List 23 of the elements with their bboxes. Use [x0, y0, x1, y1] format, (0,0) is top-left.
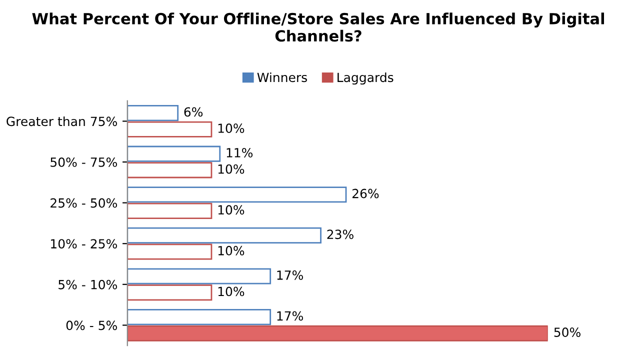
- data-label: 23%: [327, 230, 354, 240]
- y-tick-label: 25% - 50%: [50, 198, 117, 208]
- data-label: 50%: [554, 328, 580, 337]
- data-label: 10%: [218, 286, 244, 296]
- y-tick-label: Greater than 75%: [6, 116, 117, 126]
- y-tick-label: 0% - 5%: [66, 320, 117, 330]
- data-label: 10%: [218, 164, 244, 174]
- data-label: 26%: [352, 188, 379, 198]
- data-label: 10%: [218, 124, 244, 133]
- data-label: 10%: [218, 246, 244, 256]
- legend-label: Laggards: [338, 72, 394, 85]
- data-label: 6%: [184, 107, 203, 117]
- data-label: 11%: [226, 148, 253, 158]
- y-tick-label: 50% - 75%: [50, 157, 117, 167]
- data-label: 17%: [277, 311, 303, 321]
- legend-label: Winners: [257, 72, 307, 82]
- chart-title: What Percent Of Your Offline/Store Sales Are Influenced By Digital Channels?: [32, 12, 604, 42]
- bar: [127, 309, 272, 326]
- y-tick-label: 10% - 25%: [51, 239, 117, 249]
- bar: [127, 325, 548, 342]
- y-tick-label: 5% - 10%: [58, 280, 117, 290]
- data-label: 10%: [218, 205, 244, 215]
- data-label: 17%: [277, 270, 303, 280]
